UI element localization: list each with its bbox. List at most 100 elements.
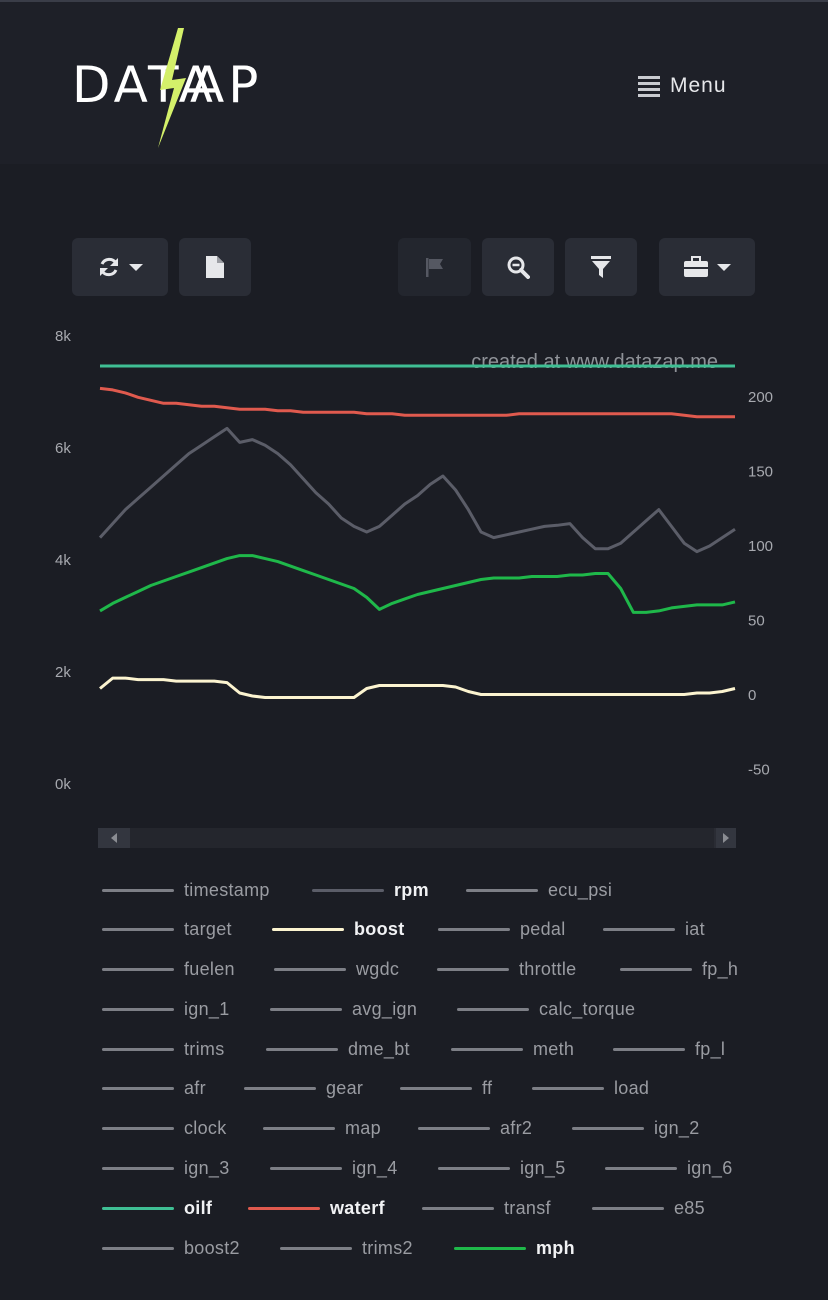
legend-label: gear <box>326 1078 364 1099</box>
legend-swatch <box>603 928 675 932</box>
left-tick-label: 6k <box>55 440 71 457</box>
legend-item-ff[interactable]: ff <box>400 1069 492 1109</box>
legend-label: ff <box>482 1078 493 1099</box>
legend-item-rpm[interactable]: rpm <box>312 870 429 910</box>
legend-item-gear[interactable]: gear <box>244 1069 363 1109</box>
tools-button[interactable] <box>659 238 755 296</box>
legend-label: pedal <box>520 919 566 940</box>
legend-item-pedal[interactable]: pedal <box>438 910 566 950</box>
legend-label: afr2 <box>500 1118 533 1139</box>
legend-item-clock[interactable]: clock <box>102 1109 227 1149</box>
legend-label: iat <box>685 919 705 940</box>
legend-item-avg-ign[interactable]: avg_ign <box>270 989 417 1029</box>
legend-label: load <box>614 1078 650 1099</box>
legend-item-oilf[interactable]: oilf <box>102 1188 212 1228</box>
legend-swatch <box>454 1246 526 1250</box>
legend-item-calc-torque[interactable]: calc_torque <box>457 989 635 1029</box>
legend-item-boost2[interactable]: boost2 <box>102 1228 240 1268</box>
legend-item-ign-5[interactable]: ign_5 <box>438 1149 566 1189</box>
legend-swatch <box>280 1246 352 1250</box>
scroll-left-arrow[interactable] <box>98 828 130 848</box>
legend-swatch <box>270 1167 342 1171</box>
legend-item-load[interactable]: load <box>532 1069 649 1109</box>
legend-item-ign-1[interactable]: ign_1 <box>102 989 230 1029</box>
legend-item-fuelen[interactable]: fuelen <box>102 950 235 990</box>
legend-item-e85[interactable]: e85 <box>592 1188 705 1228</box>
legend-row: boost2 trims2 mph <box>102 1228 802 1268</box>
legend-label: wgdc <box>356 959 400 980</box>
filter-icon <box>591 256 611 278</box>
legend-row: trims dme_bt meth fp_l <box>102 1029 802 1069</box>
legend-swatch <box>437 968 509 972</box>
legend-item-boost[interactable]: boost <box>272 910 405 950</box>
top-bar: DATA AP Menu <box>0 0 828 164</box>
legend-item-target[interactable]: target <box>102 910 232 950</box>
zoom-icon <box>507 256 530 279</box>
legend-label: meth <box>533 1038 575 1059</box>
legend-label: dme_bt <box>348 1038 410 1059</box>
legend-item-transf[interactable]: transf <box>422 1188 551 1228</box>
legend-item-afr2[interactable]: afr2 <box>418 1109 532 1149</box>
zoom-button[interactable] <box>482 238 554 296</box>
legend-item-map[interactable]: map <box>263 1109 381 1149</box>
legend-item-mph[interactable]: mph <box>454 1228 575 1268</box>
legend-label: ign_2 <box>654 1118 700 1139</box>
series-layer <box>98 364 736 699</box>
filter-button[interactable] <box>565 238 637 296</box>
datazap-logo[interactable]: DATA AP <box>72 28 258 148</box>
file-button[interactable] <box>179 238 251 296</box>
legend-item-ign-4[interactable]: ign_4 <box>270 1149 398 1189</box>
legend-item-fp-l[interactable]: fp_l <box>613 1029 725 1069</box>
legend-swatch <box>248 1206 320 1210</box>
legend-item-dme-bt[interactable]: dme_bt <box>266 1029 410 1069</box>
legend-item-fp-h[interactable]: fp_h <box>620 950 738 990</box>
legend-swatch <box>102 1087 174 1091</box>
series-line-boost <box>99 676 736 699</box>
flag-button[interactable] <box>398 238 471 296</box>
legend-swatch <box>102 1127 174 1131</box>
chart-watermark: created at www.datazap.me <box>471 351 718 373</box>
legend-row: ign_3 ign_4 ign_5 ign_6 <box>102 1149 802 1189</box>
legend-label: ign_3 <box>184 1158 230 1179</box>
log-chart[interactable]: 8k 6k 4k 2k 0k 200 150 100 50 0 -50 created at ww… <box>0 320 828 800</box>
legend-label: oilf <box>184 1197 213 1218</box>
menu-button[interactable]: Menu <box>638 74 727 98</box>
legend-swatch <box>102 968 174 972</box>
legend-item-iat[interactable]: iat <box>603 910 705 950</box>
legend-item-trims2[interactable]: trims2 <box>280 1228 413 1268</box>
scroll-thumb[interactable] <box>130 828 714 848</box>
scroll-right-arrow[interactable] <box>716 828 736 848</box>
legend-item-meth[interactable]: meth <box>451 1029 574 1069</box>
legend-item-ign-3[interactable]: ign_3 <box>102 1149 230 1189</box>
legend-label: transf <box>504 1197 551 1218</box>
hamburger-icon <box>638 75 660 97</box>
legend-swatch <box>572 1127 644 1131</box>
left-tick-label: 4k <box>55 552 71 569</box>
legend-item-wgdc[interactable]: wgdc <box>274 950 399 990</box>
legend-label: ecu_psi <box>548 879 613 900</box>
legend-label: calc_torque <box>539 998 636 1019</box>
legend-label: map <box>345 1118 381 1139</box>
arrow-right-icon <box>723 833 729 843</box>
legend-label: throttle <box>519 959 577 980</box>
legend-item-waterf[interactable]: waterf <box>248 1188 385 1228</box>
legend-item-timestamp[interactable]: timestamp <box>102 870 270 910</box>
legend-item-ign-6[interactable]: ign_6 <box>605 1149 733 1189</box>
legend-swatch <box>102 1047 174 1051</box>
right-tick-label: 0 <box>748 687 756 704</box>
legend-label: fuelen <box>184 959 235 980</box>
legend-label: boost2 <box>184 1237 240 1258</box>
legend-row: clock map afr2 ign_2 <box>102 1109 802 1149</box>
legend-swatch <box>418 1127 490 1131</box>
legend-item-ecu-psi[interactable]: ecu_psi <box>466 870 612 910</box>
legend-item-ign-2[interactable]: ign_2 <box>572 1109 700 1149</box>
legend-swatch <box>274 968 346 972</box>
chart-scrollbar[interactable] <box>98 828 736 848</box>
legend-label: timestamp <box>184 879 270 900</box>
refresh-button[interactable] <box>72 238 168 296</box>
legend-row: timestamp rpm ecu_psi <box>102 870 802 910</box>
menu-label: Menu <box>670 74 727 97</box>
legend-item-throttle[interactable]: throttle <box>437 950 576 990</box>
legend-item-afr[interactable]: afr <box>102 1069 206 1109</box>
legend-item-trims[interactable]: trims <box>102 1029 225 1069</box>
